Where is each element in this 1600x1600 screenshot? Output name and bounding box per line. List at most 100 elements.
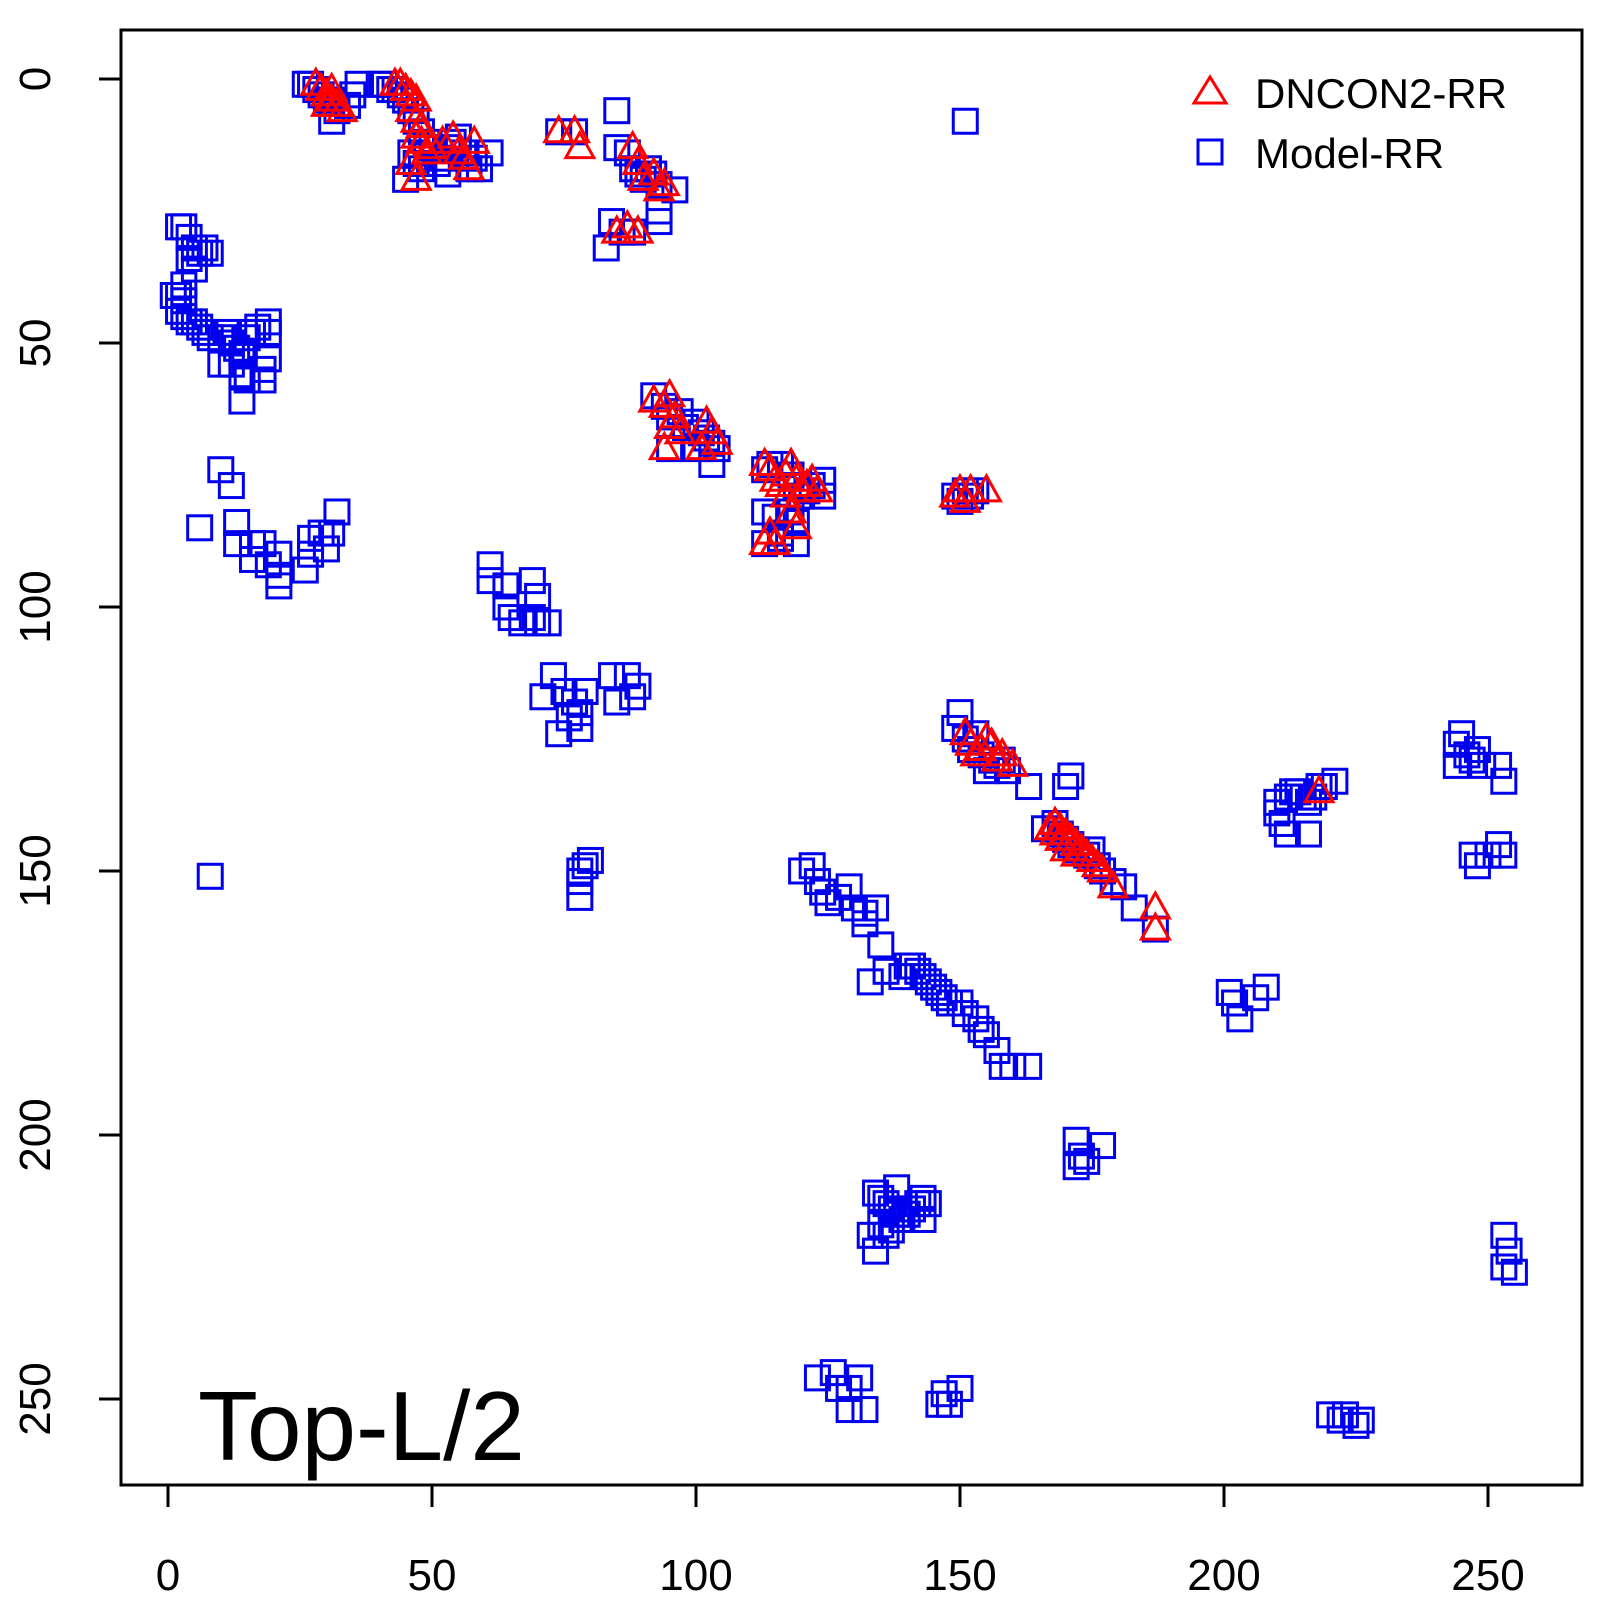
dncon2-rr-point <box>399 103 433 133</box>
y-tick-label: 250 <box>11 1362 60 1435</box>
model-rr-point <box>265 572 293 600</box>
model-rr-point <box>883 1174 911 1202</box>
dncon2-rr-point <box>700 425 734 455</box>
model-rr-point <box>619 683 647 711</box>
model-rr-point <box>798 852 826 880</box>
model-rr-point <box>1448 720 1476 748</box>
model-rr-point <box>254 318 282 346</box>
model-rr-point <box>1495 1237 1523 1265</box>
dncon2-rr-point <box>389 71 423 102</box>
model-rr-point <box>1252 973 1280 1001</box>
dncon2-rr-point <box>1059 837 1093 867</box>
model-rr-point <box>265 540 293 568</box>
model-rr-point <box>1347 1406 1375 1434</box>
model-rr-point <box>196 862 224 890</box>
dncon2-rr-point <box>642 171 676 202</box>
dncon2-rr-point <box>980 742 1014 772</box>
dncon2-rr-series <box>299 66 1336 941</box>
dncon2-rr-point <box>315 82 349 112</box>
legend-square-marker <box>1196 138 1224 166</box>
y-tick-label: 0 <box>11 67 60 91</box>
dncon2-rr-point <box>626 161 660 191</box>
model-rr-point <box>228 361 256 389</box>
dncon2-rr-point <box>410 134 444 165</box>
plot-frame <box>119 28 1584 1487</box>
dncon2-rr-point <box>542 113 576 144</box>
model-rr-point <box>603 688 631 716</box>
model-rr-point <box>518 567 546 595</box>
model-rr-point <box>1342 1411 1370 1439</box>
model-rr-point <box>1015 773 1043 801</box>
dncon2-rr-point <box>1043 810 1077 841</box>
x-axis: 0 50 100 150 200 250 <box>156 1483 1525 1600</box>
model-rr-point <box>254 345 282 373</box>
dncon2-rr-point <box>457 124 491 154</box>
dncon2-rr-point <box>441 134 475 165</box>
model-rr-point <box>165 281 193 309</box>
model-rr-point <box>566 868 594 896</box>
model-rr-point <box>1221 989 1249 1017</box>
model-rr-point <box>566 699 594 727</box>
x-tick-label: 250 <box>1451 1551 1524 1600</box>
dncon2-rr-point <box>684 430 718 461</box>
model-rr-point <box>186 514 214 542</box>
dncon2-rr-point <box>969 472 1003 503</box>
model-rr-point <box>1490 841 1518 869</box>
model-rr-point <box>835 1396 863 1424</box>
model-rr-point <box>872 957 900 985</box>
dncon2-rr-point <box>1138 889 1172 920</box>
dncon2-rr-point <box>600 214 634 244</box>
model-rr-point <box>856 1221 884 1249</box>
dncon2-rr-point <box>1038 815 1072 846</box>
model-rr-point <box>851 1396 879 1424</box>
model-rr-point <box>835 873 863 901</box>
dncon2-rr-point <box>1086 852 1120 883</box>
dncon2-rr-point <box>985 736 1019 767</box>
model-rr-point <box>318 519 346 547</box>
model-rr-point <box>1442 751 1470 779</box>
model-rr-point <box>312 535 340 563</box>
model-rr-point <box>196 239 224 267</box>
model-rr-point <box>1485 751 1513 779</box>
model-rr-point <box>1062 1153 1090 1181</box>
dncon2-rr-point <box>1096 868 1130 899</box>
model-rr-point <box>592 234 620 262</box>
legend: DNCON2-RR Model-RR <box>1191 70 1507 177</box>
model-rr-point <box>492 572 520 600</box>
model-rr-point <box>191 318 219 346</box>
model-rr-point <box>951 107 979 135</box>
model-rr-point <box>518 604 546 632</box>
dncon2-rr-point <box>563 129 597 160</box>
model-rr-point <box>228 387 256 415</box>
dncon2-rr-point <box>309 76 343 107</box>
dncon2-rr-point <box>653 377 687 408</box>
model-rr-point <box>1326 1406 1354 1434</box>
model-rr-point <box>392 165 420 193</box>
dncon2-rr-point <box>383 66 417 96</box>
dncon2-rr-point <box>954 472 988 503</box>
dncon2-rr-point <box>621 214 655 244</box>
model-rr-point <box>566 883 594 911</box>
model-rr-point <box>914 1190 942 1218</box>
model-rr-point <box>598 662 626 690</box>
dncon2-rr-point <box>1302 773 1336 804</box>
y-tick-label: 200 <box>11 1098 60 1171</box>
model-rr-point <box>291 556 319 584</box>
model-rr-point <box>909 1205 937 1233</box>
dncon2-rr-point <box>996 747 1030 777</box>
dncon2-rr-point <box>1138 911 1172 941</box>
model-rr-point <box>645 208 673 236</box>
y-tick-label: 150 <box>11 834 60 907</box>
model-rr-point <box>217 472 245 500</box>
model-rr-point <box>1015 1052 1043 1080</box>
dncon2-rr-point <box>399 161 433 191</box>
dncon2-rr-point <box>748 446 782 476</box>
model-rr-point <box>1057 762 1085 790</box>
model-rr-point <box>238 545 266 573</box>
model-rr-point <box>534 609 562 637</box>
model-rr-point <box>571 677 599 705</box>
model-rr-point <box>946 1374 974 1402</box>
dncon2-rr-point <box>647 166 681 197</box>
model-rr-point <box>1226 1005 1254 1033</box>
